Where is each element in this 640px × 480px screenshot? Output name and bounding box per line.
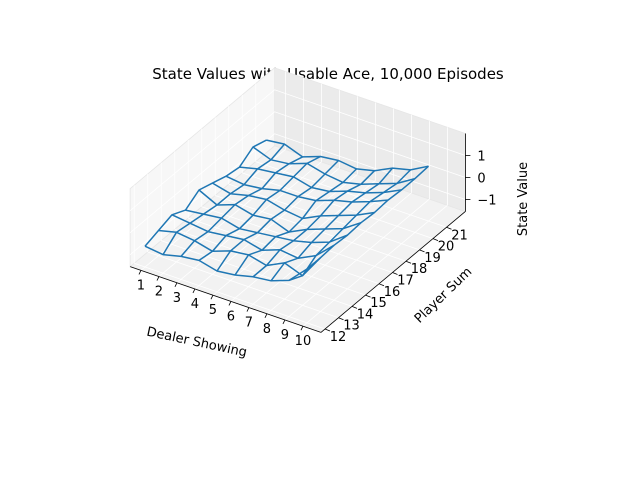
grid-line [228,183,420,251]
grid-line [176,161,322,284]
x-tick-mark [210,295,214,300]
grid-line [266,192,412,315]
z-axis-label: State Value [516,162,531,236]
wire-column-line [198,155,321,262]
y-tick-label: 14 [357,307,374,322]
y-tick-label: 16 [384,285,401,300]
wire-column-line [252,170,376,278]
chart-title: State Values with Usable Ace, 10,000 Epi… [152,65,504,83]
y-tick-label: 19 [424,251,441,266]
y-tick-label: 18 [411,262,428,277]
x-tick-mark [246,307,250,312]
wire-row-line [252,146,416,185]
x-tick-mark [264,313,268,318]
y-tick-label: 17 [397,274,414,289]
grid-line [129,89,466,212]
axis-lines [130,133,471,333]
wire-row-line [171,214,335,259]
wire-row-line [239,166,402,194]
x-tick-mark [228,301,232,306]
wire-row-line [158,229,322,277]
grid-line [134,262,326,330]
y-tick-label: 13 [343,319,360,334]
x-tick-mark [174,282,178,287]
wire-row-line [266,139,429,172]
y-tick-mark [432,238,439,241]
wire-row-line [144,245,308,282]
wire-row-line [198,189,362,233]
wire-column-line [270,167,394,282]
wire-column-line [288,169,412,282]
grid-line [248,186,394,308]
x-tick-mark [192,288,196,294]
y-tick-mark [324,328,331,332]
wire-row-line [212,182,375,220]
z-tick-label: 0 [477,171,485,186]
x-tick-mark [300,326,304,331]
y-tick-label: 15 [370,296,387,311]
x-tick-label: 1 [137,278,145,293]
y-tick-mark [338,317,344,321]
x-tick-label: 2 [155,285,163,300]
y-tick-mark [365,294,371,298]
x-tick-label: 9 [281,328,289,343]
x-tick-label: 10 [295,334,312,349]
y-tick-label: 20 [438,240,455,255]
y-tick-mark [351,306,358,309]
grid-line [255,161,447,228]
y-tick-mark [378,283,385,287]
grid-line [201,206,393,273]
grid-line [215,195,407,262]
grid-line [242,172,434,239]
wire-column-line [234,168,358,276]
x-axis-line [130,266,322,333]
grid-line [129,111,466,234]
x-tick-label: 8 [263,322,271,337]
x-tick-mark [282,319,286,325]
y-tick-mark [405,260,412,264]
wire-column-line [162,143,286,255]
x-tick-label: 3 [173,291,181,306]
y-axis-line [320,211,466,333]
wire-column-line [144,139,267,247]
z-tick-label: −1 [477,193,496,208]
z-tick-label: 1 [477,149,485,164]
x-tick-label: 7 [245,316,253,331]
grid-line [147,251,339,319]
wire-column-line [306,165,430,270]
y-tick-label: 12 [330,330,347,345]
wire-column-line [216,159,340,272]
x-tick-mark [156,276,160,281]
x-axis-label: Dealer Showing [145,325,248,361]
grid-line [302,204,448,327]
y-tick-mark [392,272,398,275]
wire-row-line [225,175,389,203]
y-tick-mark [446,226,452,230]
x-tick-label: 4 [191,297,199,312]
x-tick-label: 6 [227,309,235,324]
wire-column-line [180,156,303,257]
wire-row-line [185,209,348,244]
x-tick-mark [138,270,142,275]
y-tick-mark [419,249,425,253]
wireframe-surface [144,139,430,282]
side-pane [129,66,276,268]
x-tick-label: 5 [209,303,217,318]
y-tick-label: 21 [451,228,468,243]
grid-line [284,198,430,321]
